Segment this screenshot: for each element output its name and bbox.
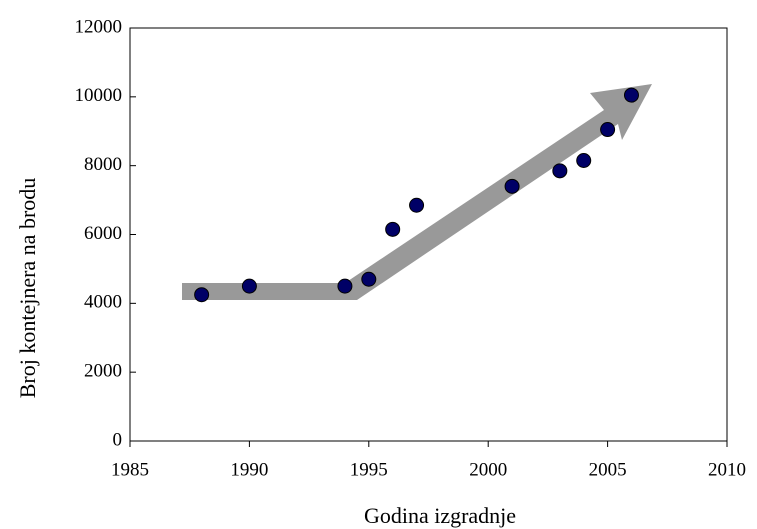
x-tick-label: 1990 (230, 459, 268, 480)
point (337, 278, 353, 294)
point (600, 122, 616, 138)
y-tick-label: 10000 (75, 85, 123, 106)
y-tick-label: 4000 (84, 292, 122, 313)
y-tick-label: 8000 (84, 154, 122, 175)
point (504, 178, 520, 194)
point (552, 163, 568, 179)
x-tick-label: 1995 (350, 459, 388, 480)
point (409, 197, 425, 213)
point (576, 153, 592, 169)
y-tick-label: 2000 (84, 361, 122, 382)
x-tick-label: 2010 (708, 459, 746, 480)
x-tick-label: 2005 (589, 459, 627, 480)
y-tick-label: 0 (113, 429, 123, 450)
trend-arrow (182, 84, 652, 300)
point (623, 87, 639, 103)
y-tick-label: 12000 (75, 16, 123, 37)
x-tick-label: 1985 (111, 459, 149, 480)
point (361, 271, 377, 287)
x-axis-label: Godina izgradnje (364, 503, 516, 528)
point (385, 221, 401, 237)
y-tick-label: 6000 (84, 223, 122, 244)
y-axis-label: Broj kontejnera na brodu (15, 178, 40, 399)
point (241, 278, 257, 294)
point (194, 287, 210, 303)
x-tick-label: 2000 (469, 459, 507, 480)
